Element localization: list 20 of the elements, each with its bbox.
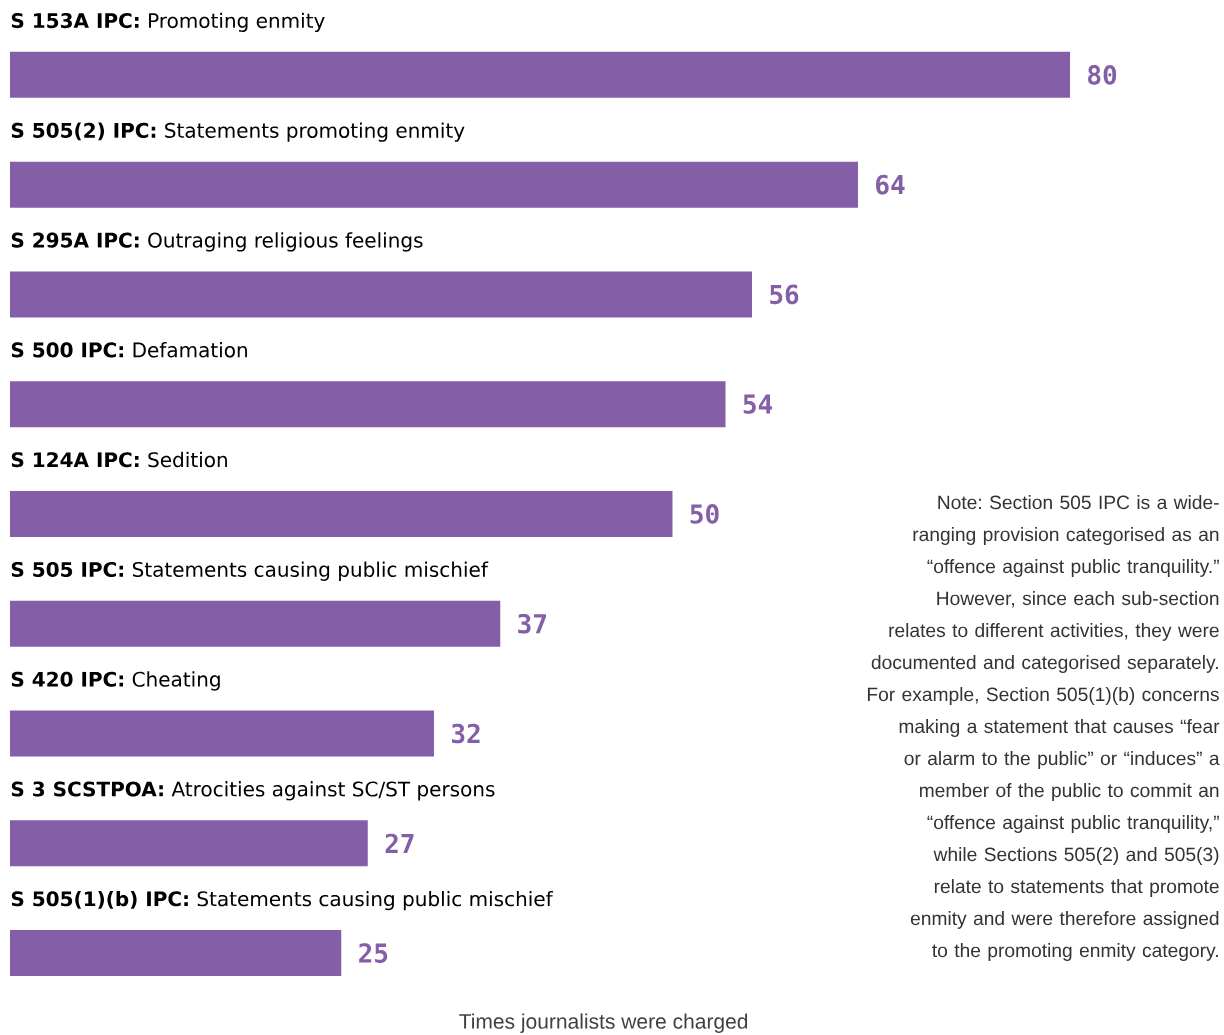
y-tick-label: S 505(2) IPC: Statements promoting enmity — [11, 122, 465, 142]
data-label: 50 — [690, 504, 719, 524]
data-label: 32 — [451, 723, 480, 744]
data-label: 27 — [385, 833, 414, 853]
y-tick-label: S 3 SCSTPOA: Atrocities against SC/ST persons — [11, 781, 495, 801]
data-label: 80 — [1088, 65, 1117, 85]
data-label: 37 — [518, 613, 546, 634]
y-tick-label: S 505(1)(b) IPC: Statements causing public mischief — [11, 890, 554, 911]
y-tick-label: S 124A IPC: Sedition — [11, 451, 227, 468]
y-tick-label: S 505 IPC: Statements causing public mischief — [11, 561, 489, 581]
y-tick-label: S 295A IPC: Outraging religious feelings — [11, 232, 423, 252]
data-label: 54 — [743, 394, 773, 414]
text: Note: Section 505 IPC is a wide-ranging provision categorised as an “offence against public tranquility.” However, since each sub-section relates to different activities, they were documented and categorised separately. For example, Section 505(1)(b) concerns making a statement that causes “fear or alarm to the public” or “induces” a member of the public to commit an “offence against public tranquility,” while Sections 505(2) and 505(3) relate to statements that promote enmity and were therefore assigned to the promoting enmity category. — [867, 495, 1220, 961]
y-tick-label: S 500 IPC: Defamation — [11, 342, 247, 358]
x-axis-title: Times journalists were charged — [459, 1013, 748, 1033]
y-tick-label: S 153A IPC: Promoting enmity — [11, 12, 325, 33]
data-label: 64 — [876, 174, 905, 195]
y-tick-label: S 420 IPC: Cheating — [11, 671, 220, 691]
data-label: 25 — [359, 943, 388, 963]
data-label: 56 — [770, 284, 799, 305]
